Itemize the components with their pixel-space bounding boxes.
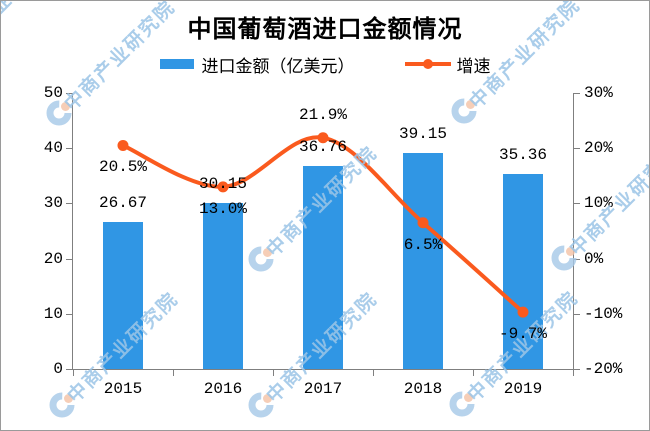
x-axis-year-label: 2016 — [203, 380, 243, 398]
bar-legend-swatch — [159, 59, 194, 69]
line-marker-2017 — [317, 132, 329, 144]
left-axis-tick — [66, 203, 72, 205]
legend-item-import-amount: 进口金额（亿美元） — [159, 52, 355, 77]
bar-value-label-2019: 35.36 — [498, 145, 547, 164]
x-axis-tick — [173, 370, 174, 376]
right-axis-tick-label: 10% — [584, 194, 613, 213]
growth-value-label-2016: 13.0% — [198, 199, 247, 218]
growth-value-label-2019: -9.7% — [498, 325, 547, 344]
right-axis-tick-label: 30% — [584, 84, 613, 102]
x-axis-year-label: 2018 — [403, 380, 443, 398]
left-axis-tick-label: 30 — [43, 194, 63, 213]
right-axis-tick — [574, 258, 580, 260]
left-axis-tick — [66, 369, 72, 370]
left-axis-tick — [66, 258, 72, 260]
legend-label-import-amount: 进口金额（亿美元） — [201, 56, 355, 76]
right-axis-tick — [574, 369, 580, 370]
legend: 进口金额（亿美元） 增速 — [1, 52, 649, 77]
line-marker-2015 — [117, 139, 129, 151]
bar-2017 — [303, 166, 343, 369]
right-axis-tick — [574, 148, 580, 150]
right-axis-tick-label: -10% — [584, 304, 623, 323]
bar-value-label-2017: 36.76 — [298, 138, 347, 157]
line-marker-2019 — [517, 306, 529, 318]
right-axis-tick-label: -20% — [584, 360, 623, 378]
bar-value-label-2016: 30.15 — [198, 174, 247, 193]
left-axis-tick-label: 40 — [43, 139, 63, 158]
left-axis-tick — [66, 313, 72, 315]
line-legend-marker-icon — [422, 59, 433, 69]
left-axis-tick-label: 50 — [43, 84, 63, 102]
left-axis-tick-label: 20 — [43, 249, 63, 268]
left-axis-tick-label: 10 — [43, 304, 63, 323]
bar-value-label-2018: 39.15 — [398, 124, 447, 143]
left-axis-tick — [66, 148, 72, 150]
right-axis-tick — [574, 93, 580, 94]
right-axis-tick — [574, 313, 580, 315]
left-axis-tick — [66, 93, 72, 94]
growth-rate-curve — [121, 135, 525, 315]
left-axis-line — [72, 93, 73, 369]
line-legend-swatch — [404, 59, 451, 69]
x-axis-tick — [73, 370, 74, 376]
line-marker-2018 — [417, 217, 429, 229]
growth-value-label-2018: 6.5% — [403, 235, 443, 254]
x-axis-tick — [373, 370, 374, 376]
x-axis-year-label: 2017 — [303, 380, 343, 398]
left-axis-tick-label: 0 — [53, 360, 63, 378]
x-axis-year-label: 2019 — [503, 380, 543, 398]
growth-value-label-2017: 21.9% — [298, 105, 347, 124]
right-axis-tick-label: 0% — [584, 249, 604, 268]
x-axis-year-label: 2015 — [103, 380, 143, 398]
bar-2018 — [403, 152, 443, 369]
x-axis-line — [72, 369, 574, 370]
x-axis-tick — [273, 370, 274, 376]
right-axis-tick — [574, 203, 580, 205]
line-marker-2016 — [217, 181, 229, 193]
bar-value-label-2015: 26.67 — [98, 193, 147, 212]
bar-2019 — [503, 173, 543, 369]
legend-item-growth-rate: 增速 — [404, 52, 491, 77]
bar-2016 — [203, 202, 243, 369]
right-axis-tick-label: 20% — [584, 139, 613, 158]
x-axis-tick — [473, 370, 474, 376]
legend-label-growth-rate: 增速 — [456, 56, 491, 76]
right-axis-line — [573, 93, 574, 369]
bar-2015 — [103, 221, 143, 369]
growth-value-label-2015: 20.5% — [98, 158, 147, 177]
x-axis-tick — [573, 370, 574, 376]
chart-title: 中国葡萄酒进口金额情况 — [187, 16, 463, 43]
